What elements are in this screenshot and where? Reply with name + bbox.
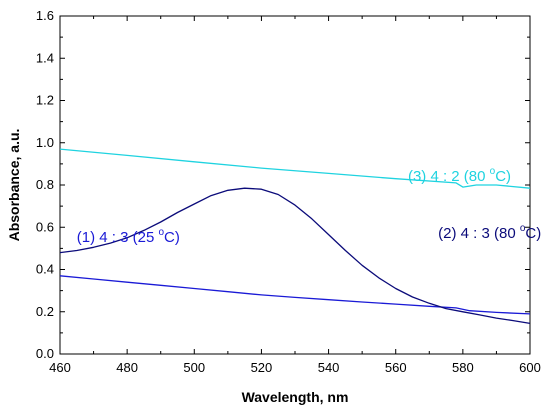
x-tick-label: 480 (116, 360, 138, 375)
series-label-2: (2) 4 : 3 (80 oC) (438, 223, 541, 242)
series-label-1: (1) 4 : 3 (25 oC) (77, 227, 180, 246)
series-line-2 (59, 187, 531, 325)
y-tick-label: 0.6 (36, 219, 54, 234)
y-axis-title: Absorbance, a.u. (6, 129, 22, 242)
y-tick-label: 0.8 (36, 177, 54, 192)
x-tick-label: 580 (452, 360, 474, 375)
y-tick-label: 1.2 (36, 93, 54, 108)
x-axis-title: Wavelength, nm (242, 389, 349, 405)
x-tick-label: 520 (251, 360, 273, 375)
ticks-group: 460 480 500 520 540 560 580 600 0.0 0.2 0.4 0.6 0.8 1… (36, 8, 541, 375)
y-tick-label: 0.4 (36, 262, 54, 277)
series-line-1 (59, 275, 531, 315)
annotations-group: (3) 4 : 2 (80 oC) (2) 4 : 3 (80 oC) (1) 4 … (77, 166, 541, 246)
series-line-3 (59, 148, 531, 189)
y-tick-label: 1.4 (36, 50, 54, 65)
series-group (59, 148, 531, 325)
y-tick-label: 1.6 (36, 8, 54, 23)
x-tick-label: 500 (183, 360, 205, 375)
y-tick-label: 0.2 (36, 304, 54, 319)
y-tick-label: 0.0 (36, 346, 54, 361)
x-tick-label: 560 (385, 360, 407, 375)
y-tick-label: 1.0 (36, 135, 54, 150)
series-label-3: (3) 4 : 2 (80 oC) (408, 166, 511, 185)
x-tick-label: 600 (519, 360, 541, 375)
x-tick-label: 540 (318, 360, 340, 375)
x-tick-label: 460 (49, 360, 71, 375)
